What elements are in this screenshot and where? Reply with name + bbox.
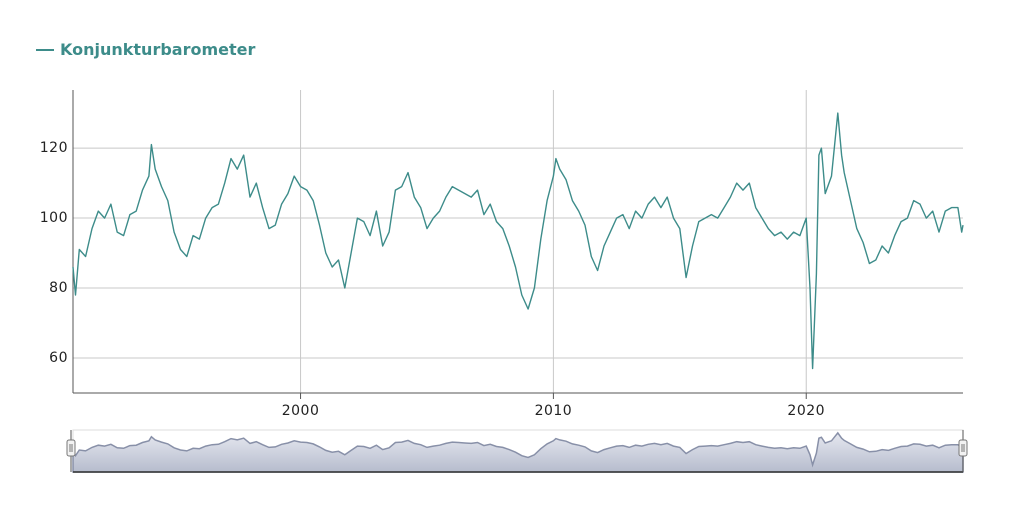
y-tick-label: 120 [40,140,68,156]
navigator-area [72,431,964,473]
navigator-handle[interactable] [66,439,76,457]
series-line [72,112,964,370]
y-tick-label: 100 [40,210,68,226]
y-tick-label: 80 [49,280,68,296]
x-tick-label: 2020 [787,403,825,419]
legend-label: Konjunkturbarometer [60,40,256,59]
navigator-handle[interactable] [958,439,968,457]
y-tick-label: 60 [49,350,68,366]
legend[interactable]: Konjunkturbarometer [36,40,255,59]
legend-swatch [36,48,54,51]
x-tick-label: 2010 [535,403,573,419]
x-tick-label: 2000 [282,403,320,419]
